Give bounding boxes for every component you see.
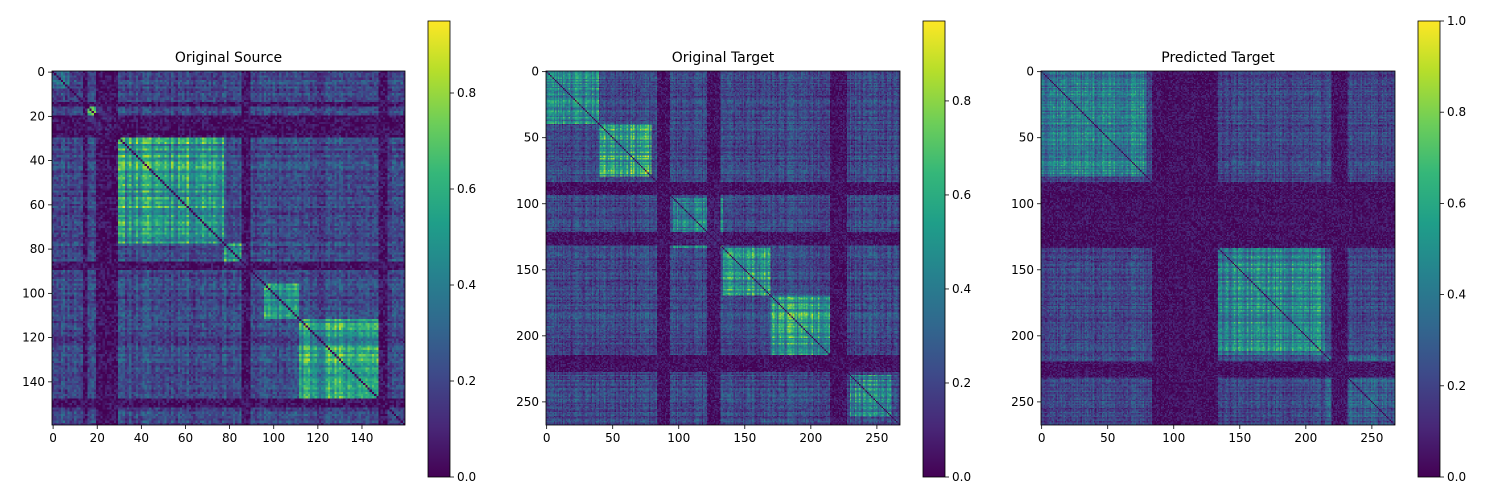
y-tick-label: 250 [516, 395, 539, 409]
panel-title: Original Target [672, 50, 775, 66]
x-tick-label: 250 [1360, 431, 1383, 445]
y-tick-label: 200 [1011, 329, 1034, 343]
colorbar-tick-label: 0.6 [1447, 196, 1466, 210]
x-tick-label: 100 [1162, 431, 1185, 445]
y-tick-label: 20 [30, 109, 45, 123]
colorbar-tick-label: 0.4 [1447, 288, 1466, 302]
x-tick-label: 0 [49, 431, 57, 445]
x-tick-label: 100 [667, 431, 690, 445]
colorbar-tick-label: 0.2 [1447, 379, 1466, 393]
x-tick-label: 50 [1100, 431, 1115, 445]
x-tick-label: 100 [262, 431, 285, 445]
panel-title: Original Source [175, 50, 282, 66]
x-tick-label: 200 [799, 431, 822, 445]
y-tick-label: 100 [516, 197, 539, 211]
x-tick-label: 60 [178, 431, 193, 445]
colorbar [922, 20, 946, 478]
y-tick-label: 100 [1011, 197, 1034, 211]
x-tick-label: 0 [543, 431, 551, 445]
plot-frame [1040, 70, 1396, 426]
x-tick-label: 120 [306, 431, 329, 445]
y-tick-label: 50 [524, 131, 539, 145]
y-tick-label: 50 [1019, 131, 1034, 145]
y-tick-label: 200 [516, 329, 539, 343]
panel-title: Predicted Target [1161, 50, 1275, 66]
colorbar-tick-label: 0.2 [952, 376, 971, 390]
x-tick-label: 80 [222, 431, 237, 445]
x-tick-label: 150 [1228, 431, 1251, 445]
y-tick-label: 150 [1011, 263, 1034, 277]
colorbar-tick-label: 0.6 [952, 188, 971, 202]
y-tick-label: 80 [30, 242, 45, 256]
x-tick-label: 20 [90, 431, 105, 445]
heatmap-image [52, 71, 405, 425]
heatmap-panel-3: Predicted Target 0 50 100 150 200 250 0 50 100 150… [1011, 14, 1466, 484]
plot-frame [545, 70, 901, 426]
colorbar-tick-label: 0.4 [457, 278, 476, 292]
colorbar-tick-label: 0.8 [952, 94, 971, 108]
colorbar-tick-label: 0.0 [1447, 470, 1466, 484]
heatmap-image [546, 71, 900, 425]
y-tick-label: 250 [1011, 395, 1034, 409]
x-tick-label: 40 [134, 431, 149, 445]
x-tick-label: 250 [865, 431, 888, 445]
colorbar-tick-label: 0.0 [952, 470, 971, 484]
colorbar-tick-label: 0.4 [952, 282, 971, 296]
colorbar-tick-label: 0.2 [457, 374, 476, 388]
y-tick-label: 0 [37, 65, 45, 79]
heatmap-panel-1: Original Source 0 20 40 60 80 100 120 140 0 20 40 60… [22, 20, 476, 484]
colorbar-tick-label: 0.0 [457, 470, 476, 484]
y-tick-label: 140 [22, 375, 45, 389]
y-tick-label: 40 [30, 154, 45, 168]
x-tick-label: 200 [1294, 431, 1317, 445]
colorbar-tick-label: 1.0 [1447, 14, 1466, 28]
colorbar [427, 20, 451, 478]
y-tick-label: 0 [531, 65, 539, 79]
y-tick-label: 120 [22, 331, 45, 345]
y-tick-label: 60 [30, 198, 45, 212]
y-tick-label: 100 [22, 286, 45, 300]
colorbar [1417, 20, 1441, 478]
heatmap-panel-2: Original Target 0 50 100 150 200 250 0 50 100 150 2… [516, 20, 971, 484]
x-tick-label: 50 [605, 431, 620, 445]
colorbar-tick-label: 0.8 [457, 86, 476, 100]
colorbar-tick-label: 0.6 [457, 182, 476, 196]
x-tick-label: 0 [1038, 431, 1046, 445]
colorbar-tick-label: 0.8 [1447, 105, 1466, 119]
x-tick-label: 150 [733, 431, 756, 445]
x-tick-label: 140 [351, 431, 374, 445]
y-tick-label: 0 [1026, 65, 1034, 79]
y-tick-label: 150 [516, 263, 539, 277]
heatmap-image [1041, 71, 1395, 425]
plot-frame [51, 70, 406, 426]
